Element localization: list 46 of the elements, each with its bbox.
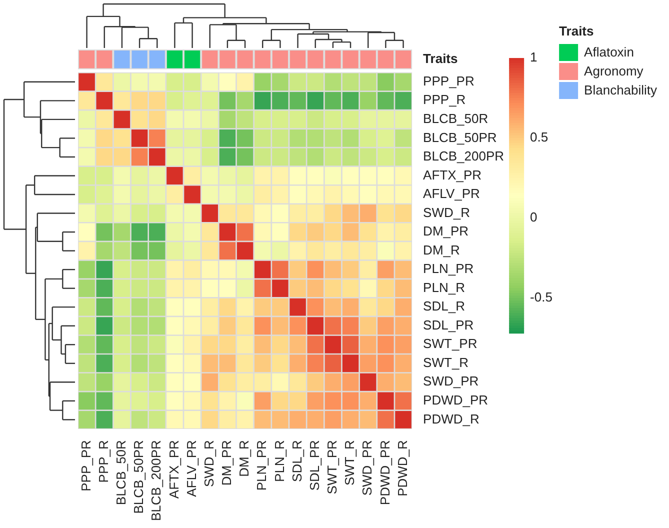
y-tick-label: BLCB_50PR — [423, 130, 497, 145]
x-tick-label: SDL_R — [289, 440, 304, 482]
legend-title: Traits — [423, 50, 458, 66]
y-tick-label: PPP_PR — [423, 73, 474, 88]
y-tick-label: PDWD_PR — [423, 392, 488, 408]
legend-label: Agronomy — [584, 64, 644, 79]
y-tick-label: PLN_R — [423, 280, 465, 295]
x-tick-label: BLCB_200PR — [148, 440, 164, 522]
color-bar-label: 1 — [530, 50, 538, 65]
color-bar-label: 0.5 — [530, 130, 548, 145]
x-tick-label: BLCB_50PR — [131, 440, 146, 514]
y-tick-label: AFTX_PR — [423, 167, 482, 182]
x-tick-label: DM_PR — [219, 440, 234, 486]
y-tick-label: AFLV_PR — [423, 186, 480, 202]
x-tick-label: PPP_PR — [78, 440, 94, 492]
x-tick-label: PLN_R — [272, 440, 287, 482]
text: Traits — [559, 24, 594, 39]
y-tick-label: DM_PR — [423, 224, 469, 239]
y-tick-label: PDWD_R — [423, 411, 480, 426]
x-tick-label: SWD_R — [201, 440, 216, 488]
y-tick-label: BLCB_50R — [423, 111, 488, 126]
y-tick-label: BLCB_200PR — [423, 148, 504, 164]
x-tick-label: BLCB_50R — [114, 440, 129, 506]
x-tick-label: AFTX_PR — [166, 440, 182, 499]
y-tick-label: SDL_PR — [423, 317, 474, 332]
color-bar-label: -0.5 — [530, 289, 552, 304]
y-tick-label: PLN_PR — [423, 261, 474, 276]
y-tick-label: SWT_R — [423, 354, 469, 370]
x-tick-label: PLN_PR — [254, 440, 270, 491]
y-tick-label: SDL_R — [423, 298, 465, 314]
x-tick-label: PDWD_PR — [377, 440, 392, 506]
x-tick-label: PPP_R — [96, 440, 111, 483]
x-tick-label: SWD_PR — [360, 440, 375, 496]
color-bar-label: 0 — [530, 209, 538, 224]
legend-label: Aflatoxin — [584, 44, 634, 60]
y-tick-label: SWT_PR — [423, 336, 478, 352]
y-tick-label: SWD_R — [423, 204, 470, 220]
x-tick-label: AFLV_PR — [184, 440, 199, 497]
x-tick-label: SWT_PR — [324, 440, 340, 494]
x-tick-label: SDL_PR — [306, 440, 322, 491]
y-tick-label: DM_R — [423, 242, 460, 258]
x-tick-label: SWT_R — [342, 440, 358, 486]
y-tick-label: PPP_R — [423, 92, 466, 108]
x-tick-label: DM_R — [236, 440, 252, 477]
legend-label: Blanchability — [584, 82, 658, 98]
y-tick-label: SWD_PR — [423, 374, 479, 389]
